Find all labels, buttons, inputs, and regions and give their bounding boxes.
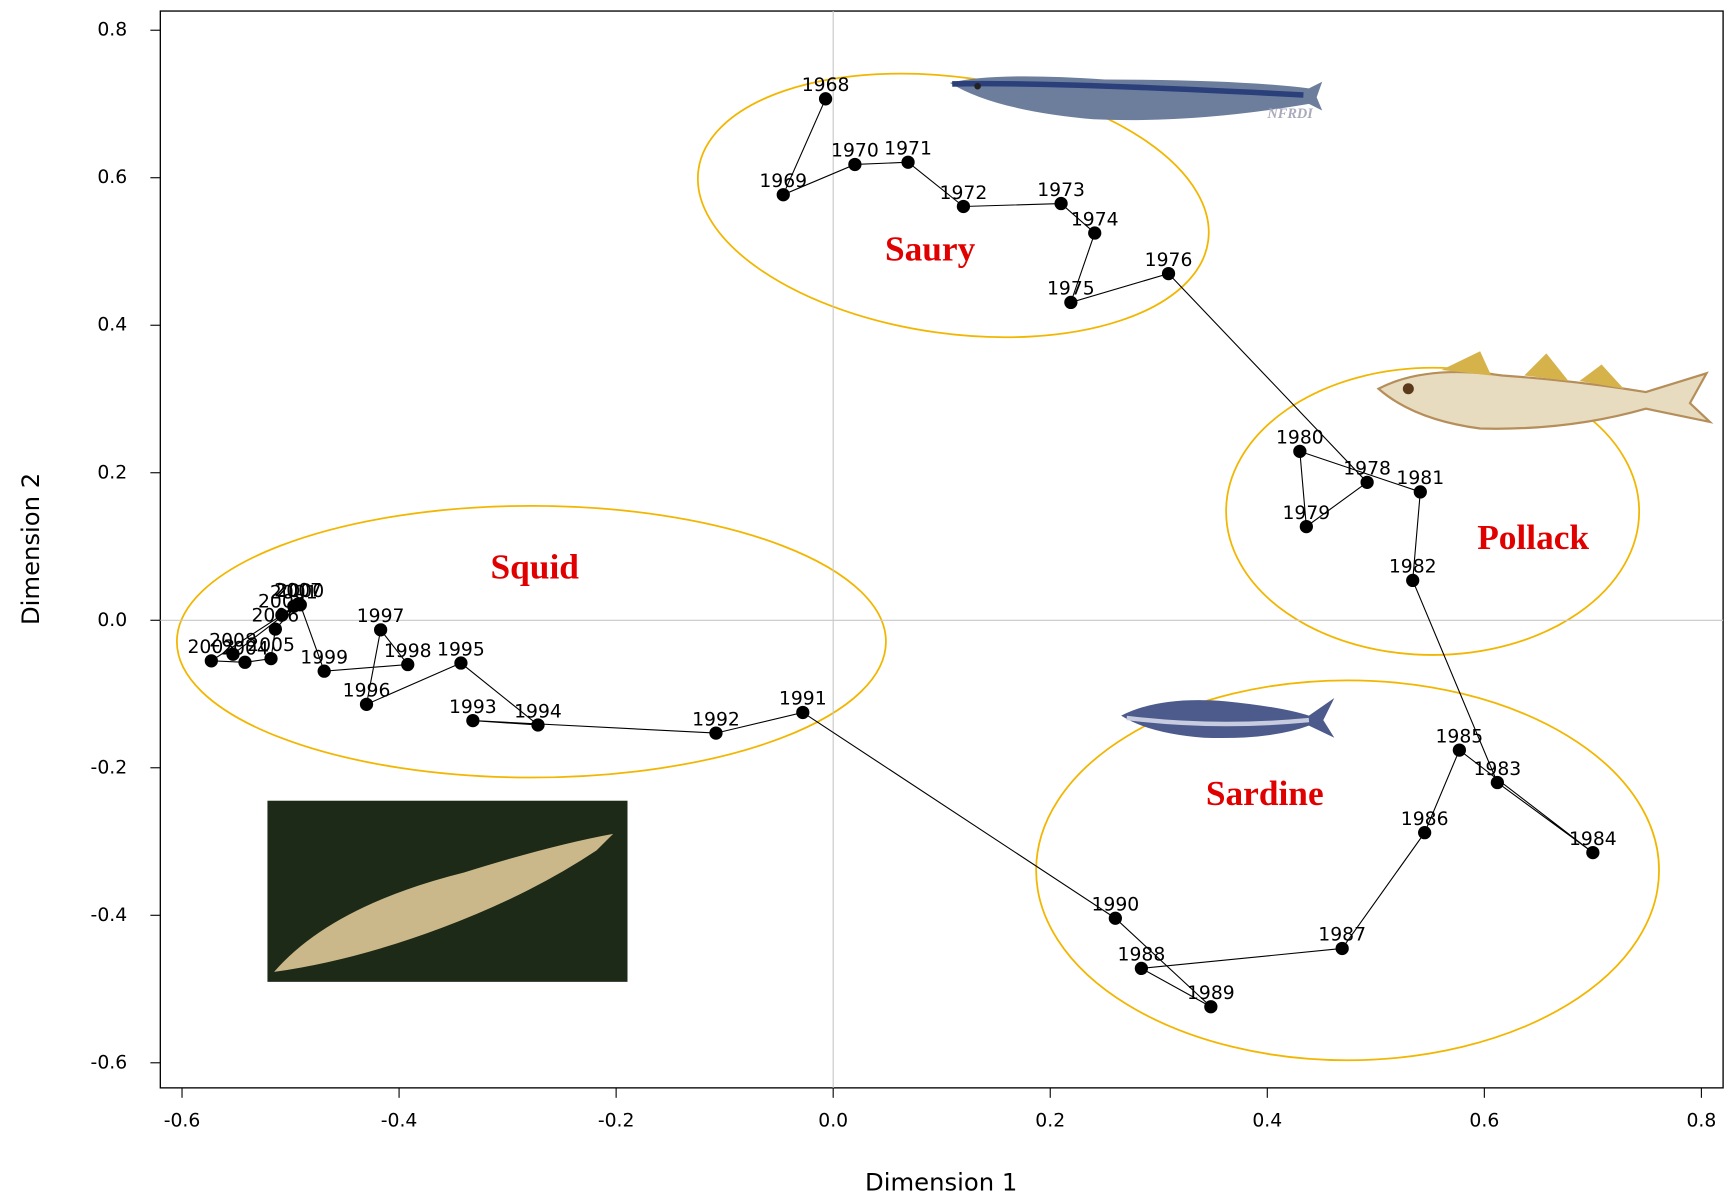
point-label: 1985	[1435, 726, 1483, 747]
point-label: 1998	[384, 641, 432, 662]
point-label: 1971	[884, 139, 932, 160]
chart: NFRDI Saury Pollack Squid Sardine Dimens…	[0, 0, 1731, 1195]
x-tick-label: 0.2	[1035, 1111, 1065, 1132]
point-label: 2006	[251, 605, 299, 626]
point-label: 1997	[357, 606, 405, 627]
point-label: 1974	[1071, 209, 1119, 230]
y-tick-label: 0.6	[97, 167, 127, 188]
point-label: 1984	[1569, 829, 1617, 850]
annotation: Squid	[491, 548, 580, 587]
x-tick-label: 0.0	[818, 1111, 848, 1132]
point-label: 1978	[1343, 459, 1391, 480]
x-axis-title: Dimension 1	[865, 1168, 1017, 1195]
point-label: 1981	[1396, 468, 1444, 489]
y-tick-label: -0.6	[91, 1052, 128, 1073]
point-label: 1994	[514, 701, 562, 722]
x-tick-label: -0.2	[598, 1111, 635, 1132]
point-label: 1993	[449, 697, 497, 718]
point-label: 2008	[209, 630, 257, 651]
point-label: 1988	[1118, 945, 1166, 966]
point-label: 1999	[300, 647, 348, 668]
y-tick-label: 0.0	[97, 610, 127, 631]
annotation: Saury	[885, 230, 976, 269]
point-label: 1976	[1145, 250, 1193, 271]
point-label: 1992	[692, 709, 740, 730]
y-tick-label: 0.2	[97, 462, 127, 483]
point-label: 1975	[1047, 279, 1095, 300]
point-label: 1979	[1282, 503, 1330, 524]
point-label: 1983	[1473, 759, 1521, 780]
y-tick-label: 0.4	[97, 315, 127, 336]
y-tick-label: -0.4	[91, 905, 128, 926]
x-tick-label: 0.6	[1469, 1111, 1499, 1132]
point-label: 1973	[1037, 180, 1085, 201]
point-label: 1972	[940, 183, 988, 204]
point-label: 1990	[1091, 895, 1139, 916]
point-label: 2007	[274, 580, 322, 601]
x-tick-label: -0.4	[381, 1111, 418, 1132]
y-axis-title: Dimension 2	[16, 473, 45, 625]
y-tick-label: 0.8	[97, 20, 127, 41]
point-label: 1969	[759, 171, 807, 192]
annotation: Pollack	[1477, 518, 1589, 557]
watermark: NFRDI	[1266, 106, 1313, 122]
point-label: 1986	[1401, 809, 1449, 830]
page: NFRDI Saury Pollack Squid Sardine Dimens…	[0, 0, 1731, 1195]
point-label: 1991	[779, 689, 827, 710]
point-label: 1968	[802, 75, 850, 96]
point-label: 1982	[1389, 557, 1437, 578]
point-label: 1995	[437, 639, 485, 660]
annotation: Sardine	[1206, 774, 1324, 813]
x-tick-label: 0.4	[1252, 1111, 1282, 1132]
point-label: 1970	[831, 141, 879, 162]
point-label: 1987	[1318, 925, 1366, 946]
point-label: 1980	[1276, 428, 1324, 449]
point-label: 1989	[1187, 983, 1235, 1004]
y-tick-label: -0.2	[91, 757, 128, 778]
x-tick-label: -0.6	[164, 1111, 201, 1132]
point-label: 1996	[343, 681, 391, 702]
x-tick-label: 0.8	[1686, 1111, 1716, 1132]
squid-image	[267, 801, 627, 982]
